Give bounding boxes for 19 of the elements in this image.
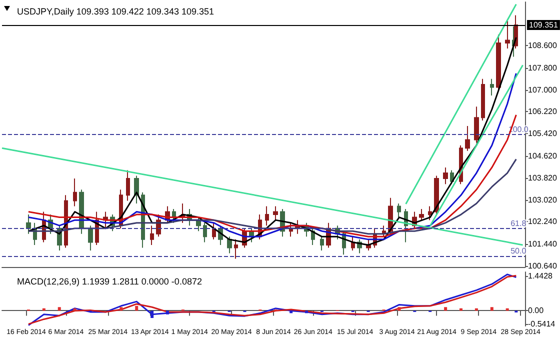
annotation: 61.8 [510,218,527,228]
y-tick-label: 0.00 [528,306,544,316]
y-tick-label: 104.620 [528,151,558,160]
y-tick-label: 107.800 [528,63,558,72]
ref-line-label: 109.351 [529,20,558,30]
y-tick-label: 100.640 [528,262,558,270]
chart-title: MACD(12,26,9) 1.1939 1.2811 0.0000 -0.0872 [17,276,202,286]
y-tick-label: 106.220 [528,107,558,116]
y-tick-label: 107.000 [528,86,558,94]
annotation: 50.0 [510,246,527,256]
y-tick-label: 103.820 [528,174,558,182]
y-tick-label: 108.600 [528,41,558,50]
y-tick-label: 103.020 [528,196,558,205]
y-tick-label: 101.440 [528,239,558,248]
y-tick-label: -0.5414 [528,319,556,328]
y-tick-label: 1.4428 [528,271,554,280]
text: USDJPY,Daily 109.393 109.422 109.343 109.351 [17,6,214,16]
y-tick-label: 105.420 [528,129,558,138]
y-tick-label: 102.240 [528,217,558,226]
